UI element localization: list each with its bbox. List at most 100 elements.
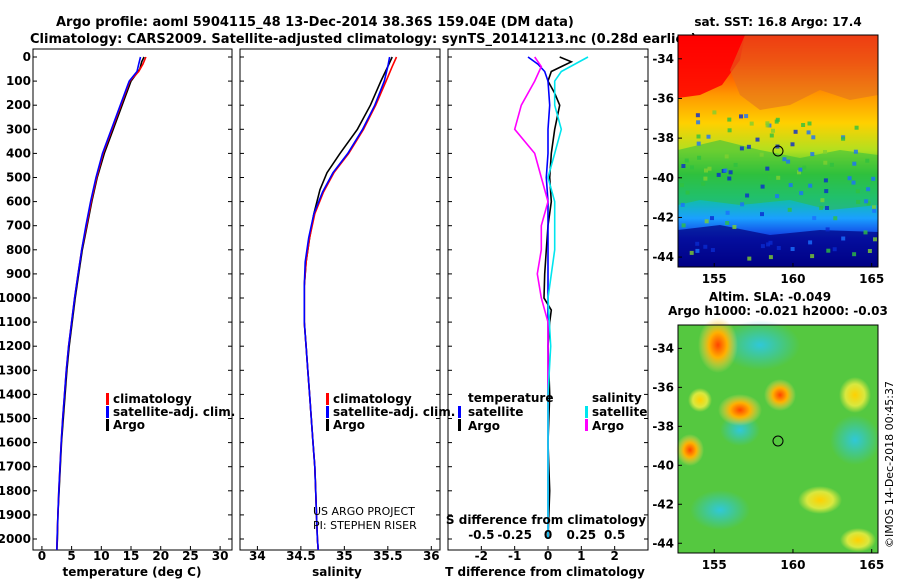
sst-pixel [810,152,815,157]
sst-pixel [788,183,793,188]
sst-pixel [852,161,857,166]
map-y-tick-label: -38 [652,131,674,145]
map-y-tick-label: -34 [652,52,674,66]
map-x-tick-label: 160 [780,272,805,286]
title-line-1: Argo profile: aoml 5904115_48 13-Dec-201… [56,15,574,30]
depth-tick-label: 1900 [0,508,31,522]
sst-pixel [808,183,813,188]
sst-pixel [725,221,730,225]
legend-swatch-argo [106,419,109,431]
salinity-curves [303,56,398,550]
sst-pixel [790,247,795,251]
sst-map-ticks: 155 160 165 -34 -36 -38 -40 -42 -44 [652,52,884,286]
legend-title-salinity: salinity [592,391,642,405]
sla-warm-eddy [764,379,796,411]
depth-tick-label: 1200 [0,339,31,353]
x-tick-label: 20 [152,549,169,563]
sst-map-frame [677,34,879,268]
sst-pixel [774,119,779,124]
imos-watermark: ©IMOS 14-Dec-2018 00:45:37 [883,381,896,548]
map-x-tick-label: 155 [702,272,727,286]
sst-pixel [681,223,686,228]
sla-map-ticks: 155 160 165 -34 -36 -38 -40 -42 -44 [652,341,884,572]
sst-pixel [768,255,773,260]
sst-pixel [744,114,749,119]
depth-tick-label: 1300 [0,363,31,377]
sst-pixel [852,252,857,257]
sla-float-marker [772,435,784,447]
sst-pixel [680,202,685,207]
x-top-tick-label: 0.25 [567,528,597,542]
legend-climatology: climatology [113,392,192,406]
title-line-2: Climatology: CARS2009. Satellite-adjuste… [30,32,697,47]
map-y-tick-label: -36 [652,380,674,394]
sst-pixel [696,141,701,146]
depth-tick-label: 2000 [0,532,31,546]
sst-orange-tongue [730,35,878,110]
salinity-legend: climatology satellite-adj. clim. Argo [326,392,455,432]
legend-argo: Argo [468,419,500,433]
legend-swatch-satellite [585,406,588,418]
sst-pixel [812,216,817,221]
sst-pixel [865,158,870,163]
x-tick-label: 5 [67,549,75,563]
x-top-tick-label: -0.5 [468,528,494,542]
sst-pixel [775,194,780,199]
depth-tick-label: 100 [6,74,31,88]
depth-tick-label: 1000 [0,291,31,305]
map-y-tick-label: -44 [652,250,674,264]
map-y-tick-label: -40 [652,171,674,185]
x-tick-label: 25 [182,549,199,563]
sst-pixel [823,160,828,165]
legend-swatch-argo [458,419,461,431]
sst-pixel [807,121,812,126]
sst-pixel [867,249,872,253]
sst-pixel [727,176,732,181]
map-x-tick-label: 155 [702,558,727,572]
difference-curves [513,56,589,540]
sst-pixel [723,168,728,173]
sst-pixel [866,201,871,206]
sst-pixel [851,180,856,185]
x-tick-label: 35.5 [373,549,403,563]
sst-pixel [833,216,838,221]
sla-warm-eddy [698,317,738,373]
sst-pixel [760,212,764,217]
sst-pixel [760,184,765,189]
sst-pixel [855,189,860,194]
sst-pixel [771,128,775,133]
map-y-tick-label: -42 [652,210,674,224]
depth-tick-label: 700 [6,219,31,233]
depth-tick-label: 600 [6,195,31,209]
sla-warm-eddy [676,434,704,466]
sst-pixel [810,254,815,259]
legend-swatch-argo [326,419,329,431]
x-tick-label: 34.5 [286,549,316,563]
sst-pixel [755,137,760,142]
sst-pixel [767,175,772,180]
map-y-tick-label: -42 [652,497,674,511]
sst-pixel [864,199,869,204]
map-y-tick-label: -38 [652,419,674,433]
sst-pixel [832,247,837,252]
depth-tick-label: 400 [6,146,31,160]
sst-pixel [685,190,690,195]
sst-pixel [799,191,804,196]
sla-warm-eddy [839,377,871,413]
x-axis-ticks: 0 5 10 15 20 25 30 34 34.5 35 35.5 36 -2 -1 0 1 2 -0.5 -0.… [38,528,626,563]
sst-pixel [782,157,787,162]
sst-pixel [826,248,831,253]
legend-argo: Argo [113,418,145,432]
x-tick-label: 1 [577,549,585,563]
legend-argo: Argo [333,418,365,432]
sst-pixel [684,158,689,163]
difference-legend-salinity: salinity satellite Argo [585,391,647,433]
legend-satellite: satellite [592,405,647,419]
depth-tick-label: 1600 [0,436,31,450]
x-tick-label: 34 [249,549,266,563]
sst-warm-core [678,35,745,98]
sst-pixel [716,172,721,177]
sst-pixel [696,120,701,125]
legend-swatch-satellite [326,406,329,418]
